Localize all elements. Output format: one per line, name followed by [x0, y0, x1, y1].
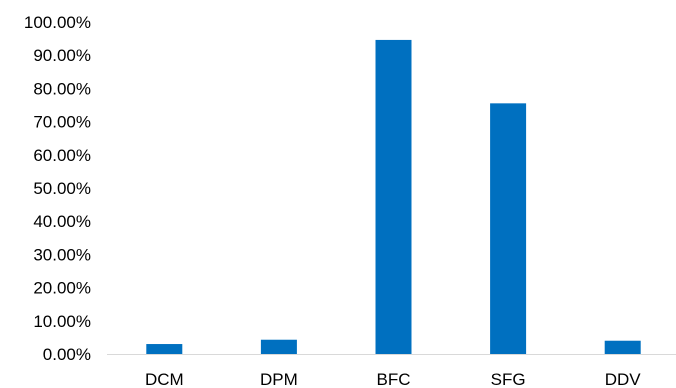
y-tick-label: 80.00%: [33, 79, 91, 98]
y-tick-label: 0.00%: [43, 345, 91, 364]
bar-ddv: [604, 340, 641, 354]
y-axis-ticks: 0.00% 10.00% 20.00% 30.00% 40.00% 50.00% 60.00…: [24, 13, 91, 364]
y-tick-label: 60.00%: [33, 146, 91, 165]
bars: [146, 39, 641, 354]
y-tick-label: 30.00%: [33, 245, 91, 264]
x-tick-label: DPM: [260, 370, 298, 388]
y-tick-label: 40.00%: [33, 212, 91, 231]
x-axis-labels: DCM DPM BFC SFG DDV: [145, 370, 641, 388]
x-tick-label: BFC: [377, 370, 411, 388]
y-tick-label: 50.00%: [33, 179, 91, 198]
x-tick-label: SFG: [491, 370, 526, 388]
y-tick-label: 100.00%: [24, 13, 91, 32]
bar-dcm: [146, 344, 183, 354]
bar-dpm: [260, 339, 297, 354]
bar-sfg: [490, 103, 527, 354]
x-tick-label: DDV: [605, 370, 642, 388]
bar-bfc: [375, 39, 412, 354]
y-tick-label: 90.00%: [33, 46, 91, 65]
y-tick-label: 20.00%: [33, 279, 91, 298]
y-tick-label: 70.00%: [33, 113, 91, 132]
y-tick-label: 10.00%: [33, 312, 91, 331]
x-tick-label: DCM: [145, 370, 184, 388]
